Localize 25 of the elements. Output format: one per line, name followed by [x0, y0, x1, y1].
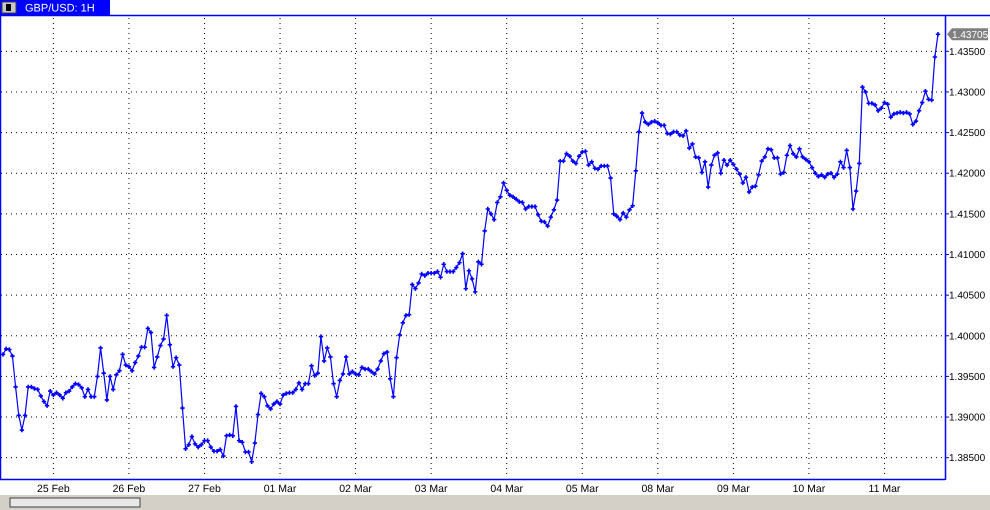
text: 1.43705 — [952, 30, 989, 41]
y-tick-label: 1.42000 — [949, 168, 986, 180]
y-tick-label: 1.43500 — [949, 46, 986, 58]
y-tick-label: 1.42500 — [949, 128, 986, 140]
y-tick-label: 1.38500 — [949, 453, 986, 464]
x-tick-label: 10 Mar — [792, 483, 826, 495]
x-tick-label: 05 Mar — [566, 483, 600, 495]
y-tick-label: 1.40500 — [949, 290, 986, 302]
y-tick-label: 1.39000 — [949, 412, 986, 424]
x-tick-label: 11 Mar — [868, 483, 901, 495]
y-tick-label: 1.43000 — [949, 87, 986, 98]
x-tick-label: 26 Feb — [112, 483, 146, 495]
x-tick-label: 08 Mar — [641, 483, 675, 495]
chart-title: GBP/USD: 1H — [25, 2, 95, 14]
x-tick-label: 03 Mar — [414, 483, 448, 495]
x-tick-label: 09 Mar — [717, 483, 750, 495]
y-tick-label: 1.39500 — [949, 372, 986, 383]
y-tick-label: 1.41500 — [949, 209, 986, 220]
y-tick-label: 1.41000 — [949, 250, 986, 261]
x-tick-label: 25 Feb — [37, 483, 70, 495]
x-tick-label: 27 Feb — [188, 483, 221, 495]
x-tick-label: 04 Mar — [490, 483, 524, 495]
y-tick-label: 1.40000 — [949, 331, 986, 342]
x-tick-label: 02 Mar — [339, 483, 372, 495]
x-tick-label: 01 Mar — [264, 483, 297, 495]
